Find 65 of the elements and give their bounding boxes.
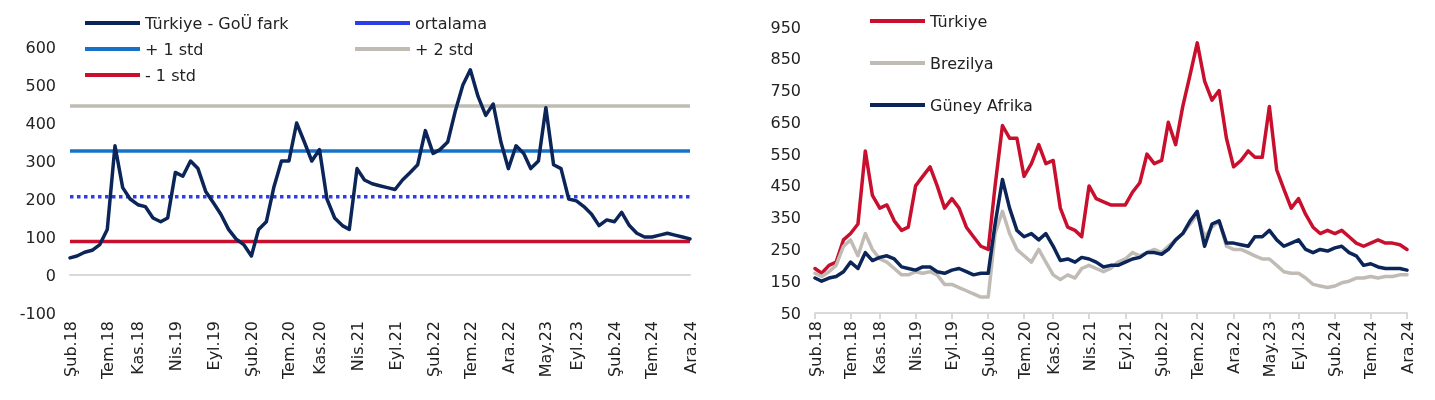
y-tick-label: 100 (25, 227, 56, 247)
line-series (813, 41, 1409, 276)
x-tick-label: Eyl.19 (203, 321, 223, 371)
x-tick-label: Kas.18 (128, 321, 148, 375)
x-tick-label: Nis.21 (347, 321, 367, 372)
y-tick-label: 50 (780, 303, 801, 323)
y-tick-label: 150 (770, 271, 801, 291)
y-tick-label: 200 (25, 189, 56, 209)
y-tick-label: 500 (25, 75, 56, 95)
x-tick-label: Kas.20 (1043, 321, 1063, 375)
line-series (68, 68, 692, 260)
legend-label: Güney Afrika (930, 95, 1033, 115)
x-tick-label: Şub.24 (604, 321, 624, 377)
x-tick-label: Tem.22 (460, 321, 480, 380)
x-tick-label: Kas.18 (870, 321, 890, 375)
x-tick-label: Tem.22 (1187, 321, 1207, 380)
x-tick-label: Eyl.21 (1115, 321, 1135, 371)
x-tick-label: May.23 (1259, 321, 1279, 378)
y-tick-label: 450 (770, 176, 801, 196)
y-tick-label: 250 (770, 239, 801, 259)
x-tick-label: Nis.19 (906, 321, 926, 372)
legend-label: Brezilya (930, 53, 994, 73)
x-tick-label: Şub.20 (241, 321, 261, 377)
y-tick-label: 950 (770, 17, 801, 37)
x-tick-label: May.23 (536, 321, 556, 378)
x-tick-label: Şub.22 (423, 321, 443, 377)
x-tick-label: Nis.19 (165, 321, 185, 372)
x-tick-label: Şub.20 (978, 321, 998, 377)
x-tick-label: Tem.18 (97, 321, 117, 380)
x-tick-label: Tem.24 (642, 321, 662, 380)
x-tick-label: Nis.21 (1079, 321, 1099, 372)
y-tick-label: -100 (19, 303, 56, 323)
x-tick-label: Eyl.19 (942, 321, 962, 371)
x-tick-label: Şub.18 (60, 321, 80, 377)
x-tick-label: Ara.22 (1224, 321, 1244, 374)
x-tick-label: Şub.24 (1325, 321, 1345, 377)
x-tick-label: Ara.24 (680, 321, 700, 374)
x-tick-label: Eyl.23 (1289, 321, 1309, 371)
x-tick-label: Şub.22 (1152, 321, 1172, 377)
legend-label: - 1 std (145, 65, 196, 85)
x-tick-label: Eyl.23 (566, 321, 586, 371)
x-tick-label: Eyl.21 (385, 321, 405, 371)
legend-label: ortalama (415, 13, 488, 33)
y-tick-label: 650 (770, 112, 801, 132)
legend-label: Türkiye - GoÜ fark (144, 13, 290, 33)
y-tick-label: 400 (25, 113, 56, 133)
x-tick-label: Ara.24 (1397, 321, 1417, 374)
y-tick-label: 550 (770, 144, 801, 164)
y-tick-label: 0 (45, 265, 56, 285)
x-tick-label: Kas.20 (309, 321, 329, 375)
y-tick-label: 600 (25, 37, 56, 57)
x-tick-label: Ara.22 (498, 321, 518, 374)
y-tick-label: 300 (25, 151, 56, 171)
x-tick-label: Tem.18 (841, 321, 861, 380)
legend-label: Türkiye (929, 11, 988, 31)
y-tick-label: 850 (770, 49, 801, 69)
legend-label: + 2 std (415, 39, 474, 59)
x-tick-label: Tem.20 (1014, 321, 1034, 380)
line-series (813, 177, 1409, 283)
y-tick-label: 350 (770, 208, 801, 228)
y-tick-label: 750 (770, 81, 801, 101)
legend-label: + 1 std (145, 39, 204, 59)
x-tick-label: Tem.20 (279, 321, 299, 380)
x-tick-label: Şub.18 (805, 321, 825, 377)
x-tick-label: Tem.24 (1361, 321, 1381, 380)
